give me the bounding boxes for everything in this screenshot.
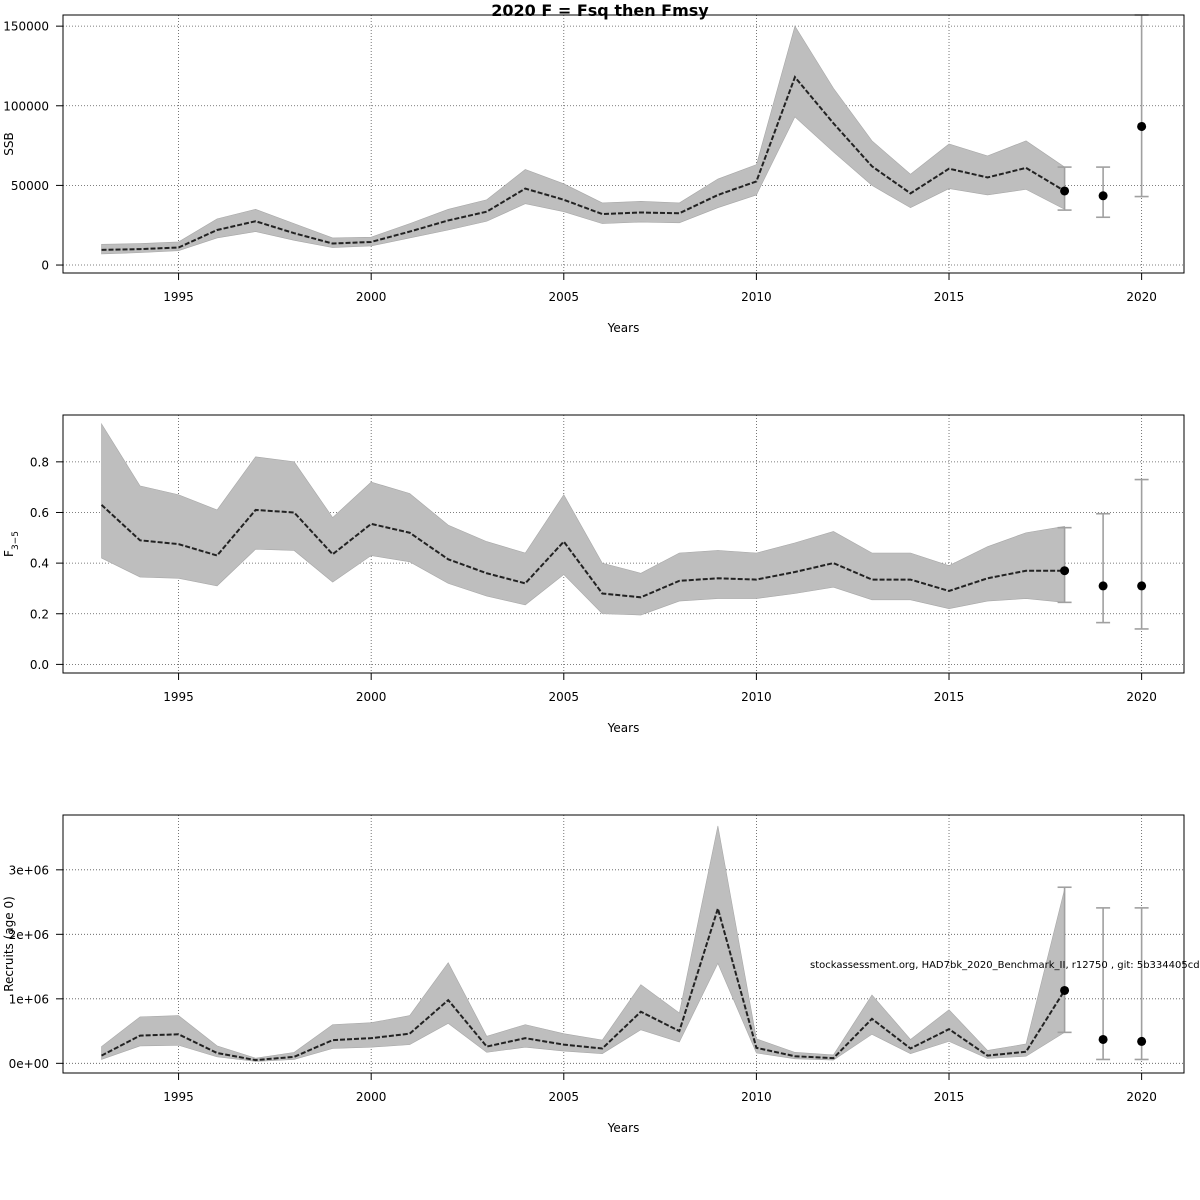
y-tick-label: 0e+00	[9, 1057, 49, 1071]
chart-title: 2020 F = Fsq then Fmsy	[491, 1, 709, 20]
forecast-point	[1060, 186, 1070, 196]
y-axis-label-subscript: 3−5	[11, 531, 21, 550]
y-tick-label: 0.6	[30, 506, 49, 520]
x-tick-label: 1995	[163, 1090, 194, 1104]
forecast-point	[1137, 581, 1147, 591]
x-axis-label: Years	[607, 1121, 640, 1135]
forecast-point	[1098, 191, 1108, 201]
confidence-band	[101, 25, 1065, 255]
panel-fbar: 1995 2000 2005 2010 2015 2020 0.0 0.2 0.4 0.6 0.8 Y…	[2, 414, 1185, 735]
x-axis-label: Years	[607, 321, 640, 335]
forecast-point	[1098, 1034, 1108, 1044]
x-axis-label: Years	[607, 721, 640, 735]
panel-ssb: 1995 2000 2005 2010 2015 2020 0 50000 100000 1500…	[2, 14, 1185, 335]
x-tick-label: 2000	[356, 690, 387, 704]
plot-frame	[62, 14, 1185, 274]
forecast-point	[1098, 581, 1108, 591]
confidence-band	[101, 825, 1065, 1062]
x-tick-label: 2005	[549, 690, 580, 704]
x-tick-label: 2000	[356, 1090, 387, 1104]
forecast-point	[1137, 121, 1147, 131]
x-tick-label: 2015	[934, 1090, 965, 1104]
y-tick-label: 1e+06	[9, 992, 49, 1006]
credit-text: stockassessment.org, HAD7bk_2020_Benchma…	[810, 960, 1200, 971]
x-tick-label: 1995	[163, 690, 194, 704]
forecast-point	[1137, 1036, 1147, 1046]
y-tick-label: 100000	[3, 99, 49, 113]
x-tick-label: 2005	[549, 1090, 580, 1104]
estimate-line	[100, 504, 1065, 599]
x-tick-label: 2020	[1126, 690, 1157, 704]
x-tick-label: 2020	[1126, 1090, 1157, 1104]
forecast-point	[1060, 566, 1070, 576]
x-tick-label: 2005	[549, 290, 580, 304]
estimate-line	[101, 75, 1066, 251]
y-tick-label: 0	[41, 259, 49, 273]
y-tick-label: 0.8	[30, 455, 49, 469]
plot-frame	[62, 414, 1185, 674]
x-tick-label: 2020	[1126, 290, 1157, 304]
chart-panels: 1995 2000 2005 2010 2015 2020 0 50000 100000 1500…	[2, 14, 1185, 1135]
y-axis-label: F3−5	[2, 531, 21, 557]
y-tick-label: 150000	[3, 20, 49, 34]
forecast-point	[1060, 985, 1070, 995]
confidence-band	[101, 422, 1065, 616]
y-tick-label: 3e+06	[9, 863, 49, 877]
y-tick-label: 0.2	[30, 607, 49, 621]
y-tick-label: 50000	[11, 179, 49, 193]
x-tick-label: 2010	[741, 1090, 772, 1104]
x-tick-label: 2000	[356, 290, 387, 304]
estimate-line	[101, 904, 1066, 1062]
x-tick-label: 2010	[741, 290, 772, 304]
y-tick-label: 0.4	[30, 557, 49, 571]
y-tick-label: 0.0	[30, 658, 49, 672]
y-axis-label: SSB	[2, 132, 16, 155]
y-tick-label: 2e+06	[9, 928, 49, 942]
plot-frame	[62, 814, 1185, 1074]
y-axis-label: Recruits (age 0)	[2, 896, 16, 992]
x-tick-label: 2015	[934, 290, 965, 304]
x-tick-label: 1995	[163, 290, 194, 304]
x-tick-label: 2015	[934, 690, 965, 704]
panel-recruits: 1995 2000 2005 2010 2015 2020 0e+00 1e+06 2e+06 3…	[2, 814, 1185, 1135]
x-tick-label: 2010	[741, 690, 772, 704]
